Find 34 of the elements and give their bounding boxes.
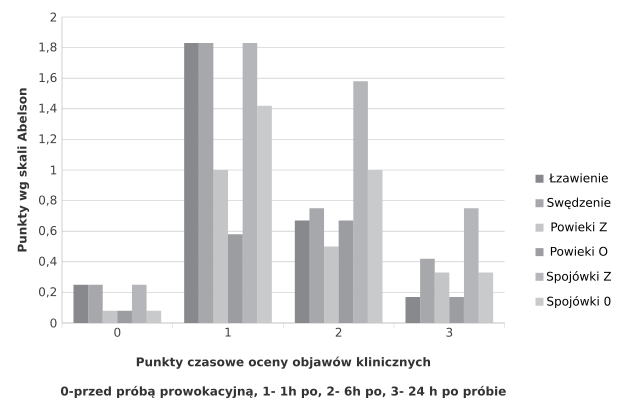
bar (294, 220, 310, 323)
bar (146, 310, 162, 323)
x-tick-label: 3 (446, 328, 452, 337)
y-tick-label: 1,8 (40, 42, 56, 53)
x-axis-title: Punkty czasowe oceny objawów klinicznych (136, 356, 430, 369)
legend-label: Spojówki Z (546, 271, 611, 284)
bar (73, 284, 88, 323)
x-tick-label: 1 (226, 328, 231, 336)
y-tick-label: 2 (50, 12, 56, 22)
y-tick-label: 1,4 (40, 104, 57, 114)
legend-label: Łzawienie (549, 173, 608, 182)
legend-label: Spojówki 0 (547, 296, 610, 308)
bar (324, 246, 339, 323)
legend-label: Powieki O (550, 246, 608, 256)
legend-label: Powieki Z (552, 222, 607, 232)
y-axis-title: Punkty wg skali Abelson (17, 88, 30, 252)
y-tick-label: 0 (50, 318, 56, 328)
bar (257, 106, 272, 323)
legend-label: Swędzenie (547, 198, 610, 210)
text: 0-przed próbą prowokacyjną, 1- 1h po, 2- 6h po, 3- 24 h po próbie (60, 386, 506, 398)
y-tick-label: 1,2 (40, 134, 56, 145)
y-tick-label: 1,6 (40, 73, 57, 84)
y-tick-label: 0,2 (39, 287, 56, 298)
x-tick-label: 2 (336, 328, 342, 337)
bar (102, 310, 118, 323)
x-tick-label: 0 (114, 328, 120, 337)
y-tick-label: 0,6 (39, 226, 57, 236)
bar (478, 272, 494, 323)
bar (405, 296, 420, 323)
y-tick-label: 0,4 (39, 256, 57, 267)
bar (368, 170, 383, 323)
y-tick-label: 0,8 (39, 195, 56, 206)
bar (184, 43, 199, 323)
y-tick-label: 1 (50, 166, 56, 174)
